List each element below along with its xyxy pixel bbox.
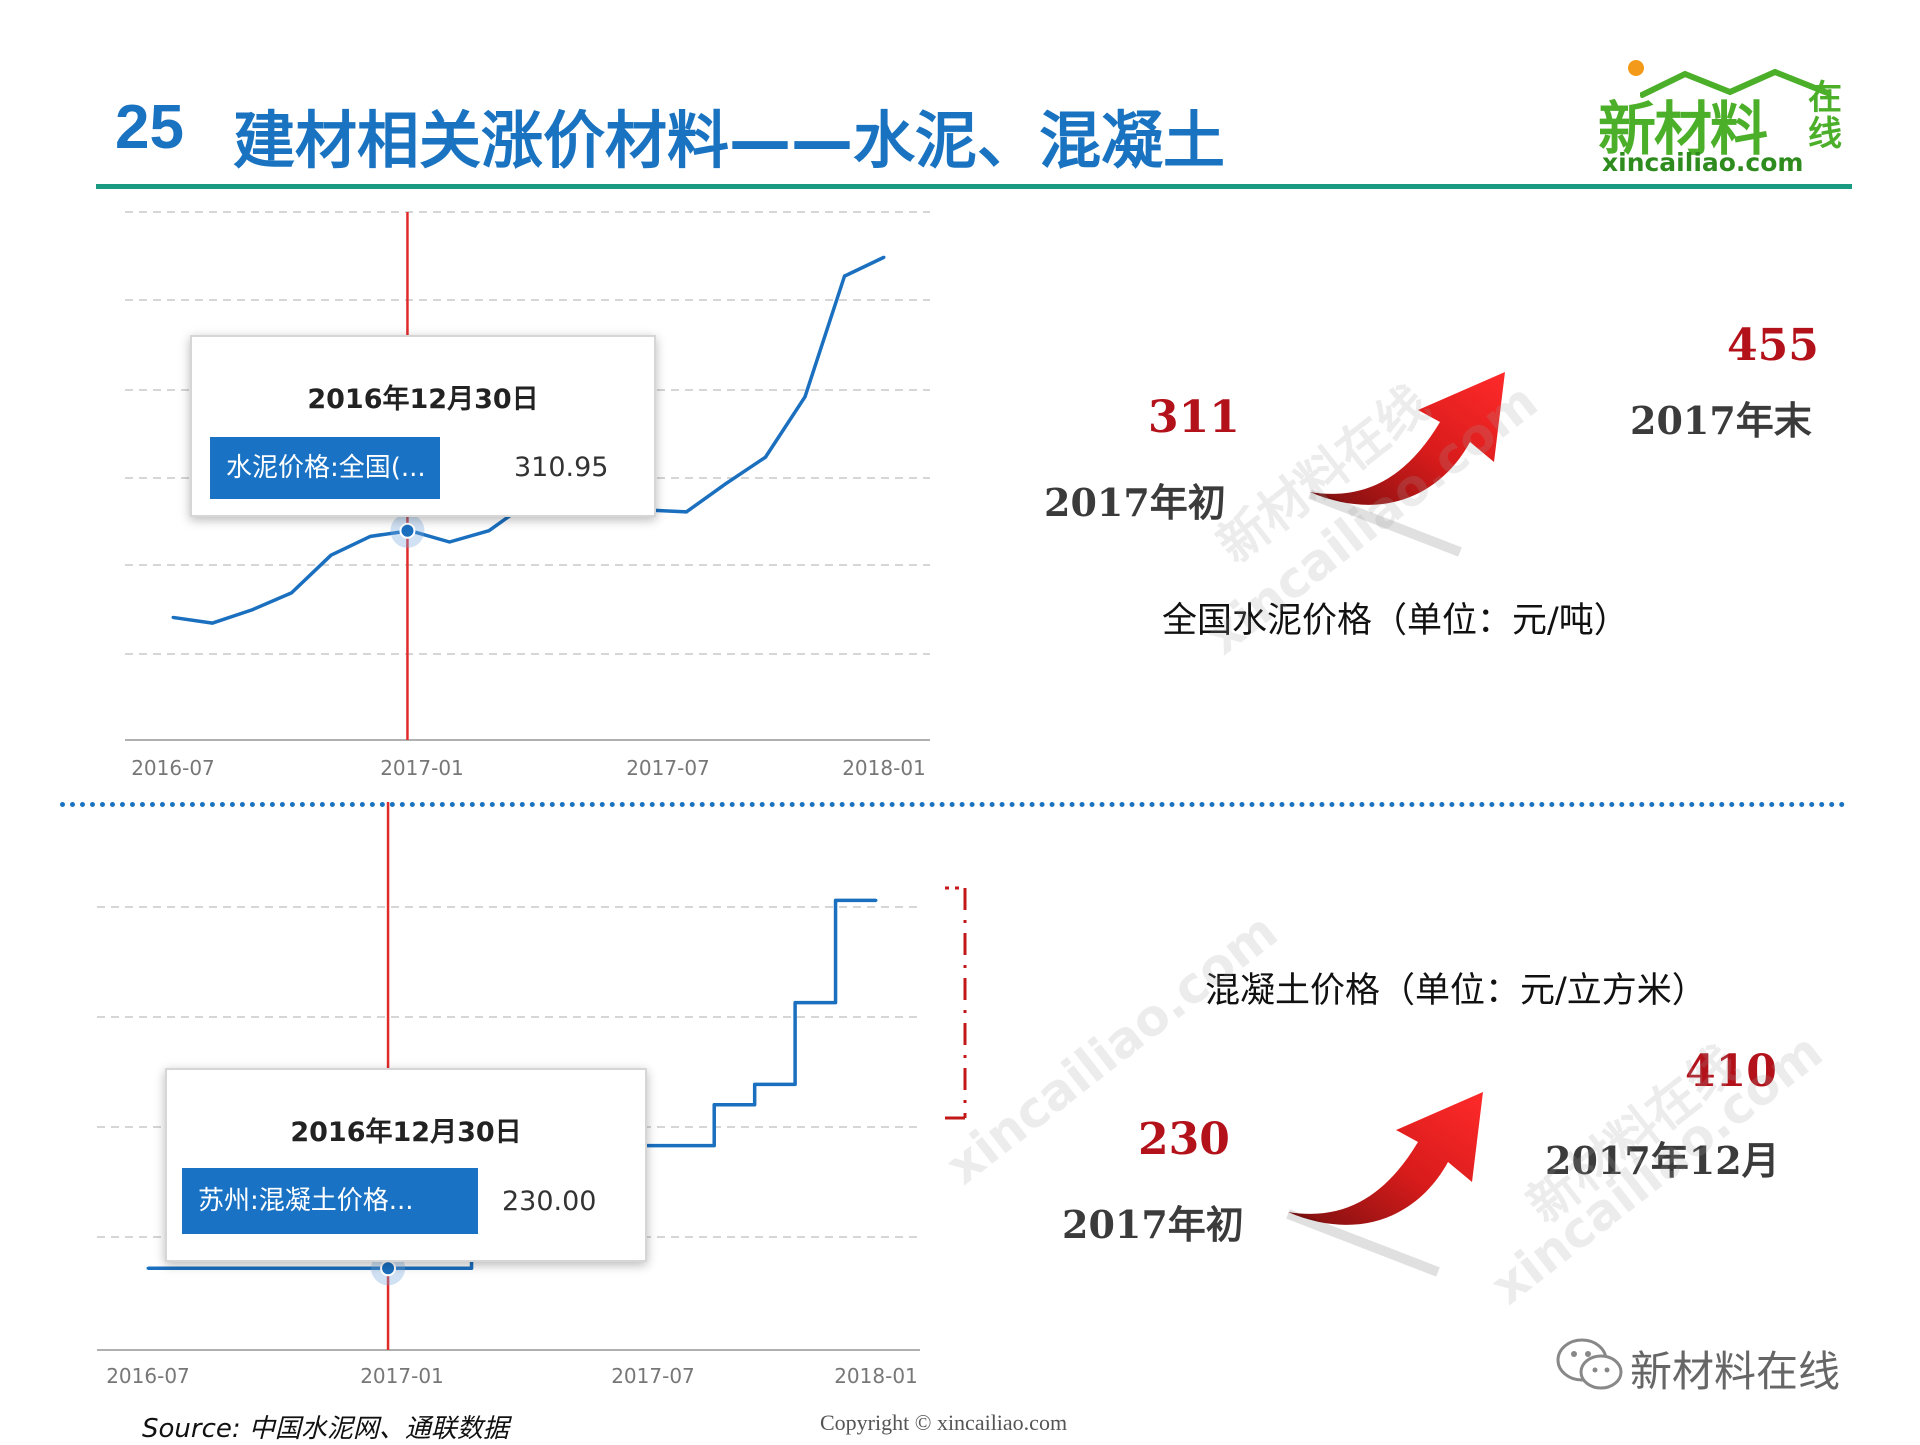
cement-tooltip-value: 310.95	[514, 452, 609, 483]
chart1-data-point	[211, 621, 214, 625]
chart2-x-tick-label: 2017-07	[611, 1364, 695, 1388]
chart1-data-point	[369, 534, 372, 538]
chart2-data-point	[146, 1266, 150, 1270]
chart2-data-point	[793, 1001, 797, 1005]
chart1-data-point	[329, 553, 333, 557]
chart1-data-point	[250, 608, 254, 612]
chart2-data-point	[712, 1103, 716, 1107]
chart2-data-point	[834, 898, 838, 902]
chart2-data-point	[308, 1266, 312, 1270]
chart2-data-point	[753, 1082, 757, 1086]
chart2-x-tick-label: 2017-01	[360, 1364, 444, 1388]
concrete-tooltip-series-label: 苏州:混凝土价格...	[182, 1168, 478, 1234]
concrete-tooltip: 2016年12月30日 苏州:混凝土价格... 230.00	[165, 1068, 647, 1262]
concrete-end-label: 2017年12月	[1545, 1138, 1780, 1183]
chart2-marker-point	[380, 1260, 397, 1277]
chart1-data-point	[487, 529, 491, 533]
title-underline	[96, 184, 1852, 189]
chart1-data-point	[803, 395, 807, 399]
cement-tooltip-date: 2016年12月30日	[307, 384, 539, 415]
cement-increase-arrow-icon	[1308, 372, 1505, 557]
concrete-start-value: 230	[1138, 1114, 1230, 1165]
wechat-icon	[1556, 1338, 1623, 1390]
concrete-end-value: 410	[1685, 1046, 1777, 1097]
logo-sun-dot	[1628, 60, 1644, 76]
chart1-data-point	[843, 274, 846, 278]
cement-caption: 全国水泥价格（单位：元/吨）	[1162, 601, 1629, 641]
concrete-tooltip-date: 2016年12月30日	[290, 1117, 522, 1148]
chart1-marker-point	[399, 522, 416, 539]
cement-start-value: 311	[1148, 392, 1240, 443]
chart1-data-point	[448, 540, 451, 544]
cement-end-label: 2017年末	[1630, 398, 1812, 443]
source-note: Source: 中国水泥网、通联数据	[142, 1414, 509, 1444]
chart2-data-point	[227, 1266, 231, 1270]
logo-side-text: 在线	[1808, 78, 1842, 154]
chart1-x-tick-label: 2017-01	[380, 756, 464, 780]
chart2-data-point	[672, 1144, 676, 1148]
chart1-x-tick-label: 2016-07	[131, 756, 215, 780]
chart2-data-point	[874, 898, 878, 902]
slide-number: 25	[115, 93, 184, 162]
chart1-data-point	[882, 255, 886, 259]
chart1-data-point	[764, 455, 767, 459]
section-divider	[60, 802, 1846, 807]
logo-roof-icon	[1640, 68, 1830, 98]
concrete-caption: 混凝土价格（单位：元/立方米）	[1205, 971, 1707, 1011]
chart1-data-point	[290, 591, 293, 595]
concrete-start-label: 2017年初	[1062, 1202, 1244, 1247]
chart1-data-point	[171, 615, 175, 619]
copyright: Copyright © xincailiao.com	[820, 1410, 1068, 1435]
logo-url: xincailiao.com	[1602, 148, 1804, 177]
wechat-account-name: 新材料在线	[1630, 1347, 1841, 1396]
logo-wordmark: 新材料	[1598, 95, 1768, 163]
cement-tooltip-series-label: 水泥价格:全国(...	[210, 437, 440, 499]
slide-title: 建材相关涨价材料——水泥、混凝土	[233, 104, 1226, 177]
cement-end-value: 455	[1727, 320, 1819, 371]
chart2-x-tick-label: 2016-07	[106, 1364, 190, 1388]
chart1-x-tick-label: 2018-01	[842, 756, 926, 780]
chart1-data-point	[685, 510, 688, 514]
cement-tooltip: 2016年12月30日 水泥价格:全国(... 310.95	[190, 335, 656, 517]
chart2-x-tick-label: 2018-01	[834, 1364, 918, 1388]
chart1-data-point	[724, 482, 728, 486]
cement-start-label: 2017年初	[1044, 480, 1226, 525]
concrete-increase-arrow-icon	[1286, 1092, 1483, 1277]
concrete-tooltip-value: 230.00	[502, 1186, 597, 1217]
chart1-x-tick-label: 2017-07	[626, 756, 710, 780]
